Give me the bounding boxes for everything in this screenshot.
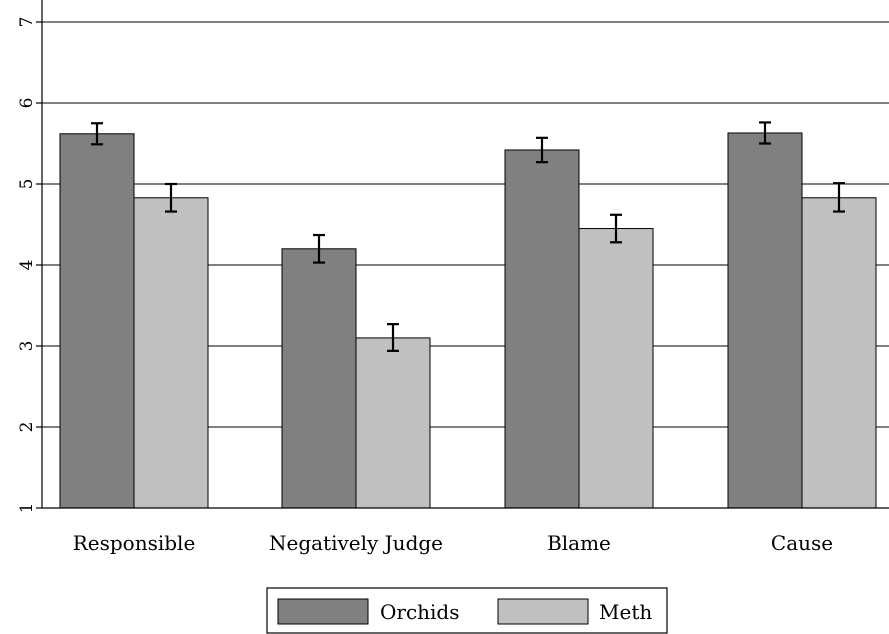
y-tick-label-6: 6 bbox=[17, 98, 37, 109]
y-tick-label-7: 7 bbox=[17, 17, 37, 28]
legend-label-orchids: Orchids bbox=[380, 600, 460, 624]
y-tick-label-4: 4 bbox=[17, 260, 37, 271]
x-label-blame: Blame bbox=[547, 531, 611, 555]
legend: Orchids Meth bbox=[266, 587, 668, 634]
error-bar-meth-cause bbox=[833, 182, 845, 213]
x-label-cause: Cause bbox=[771, 531, 833, 555]
x-label-responsible: Responsible bbox=[73, 531, 196, 555]
legend-swatch-meth bbox=[497, 598, 589, 625]
error-bar-orchids-blame bbox=[536, 136, 548, 164]
y-tick-label-5: 5 bbox=[17, 179, 37, 190]
y-tick-labels: 1 2 3 4 5 6 7 bbox=[17, 17, 37, 514]
legend-swatch-orchids bbox=[277, 598, 369, 625]
y-tick-label-3: 3 bbox=[17, 341, 37, 352]
error-bar-meth-negatively-judge bbox=[387, 323, 399, 352]
error-bar-orchids-responsible bbox=[91, 122, 103, 146]
bar-orchids-responsible bbox=[59, 133, 135, 509]
bar-meth-responsible bbox=[133, 197, 209, 509]
x-category-labels: Responsible Negatively Judge Blame Cause bbox=[73, 531, 833, 555]
bar-meth-negatively-judge bbox=[355, 337, 431, 509]
bars bbox=[59, 121, 877, 509]
bar-orchids-negatively-judge bbox=[281, 248, 357, 509]
bar-meth-cause bbox=[801, 197, 877, 509]
y-tick-label-1: 1 bbox=[17, 503, 37, 514]
x-label-negatively-judge: Negatively Judge bbox=[269, 531, 443, 555]
error-bar-meth-blame bbox=[610, 213, 622, 244]
bar-orchids-blame bbox=[504, 149, 580, 509]
error-bar-meth-responsible bbox=[165, 182, 177, 213]
error-bar-orchids-cause bbox=[759, 121, 771, 145]
bar-meth-blame bbox=[578, 228, 654, 509]
legend-label-meth: Meth bbox=[599, 600, 652, 624]
y-tick-label-2: 2 bbox=[17, 422, 37, 433]
bar-orchids-cause bbox=[727, 132, 803, 509]
axes bbox=[36, 0, 889, 509]
error-bar-orchids-negatively-judge bbox=[313, 233, 325, 264]
